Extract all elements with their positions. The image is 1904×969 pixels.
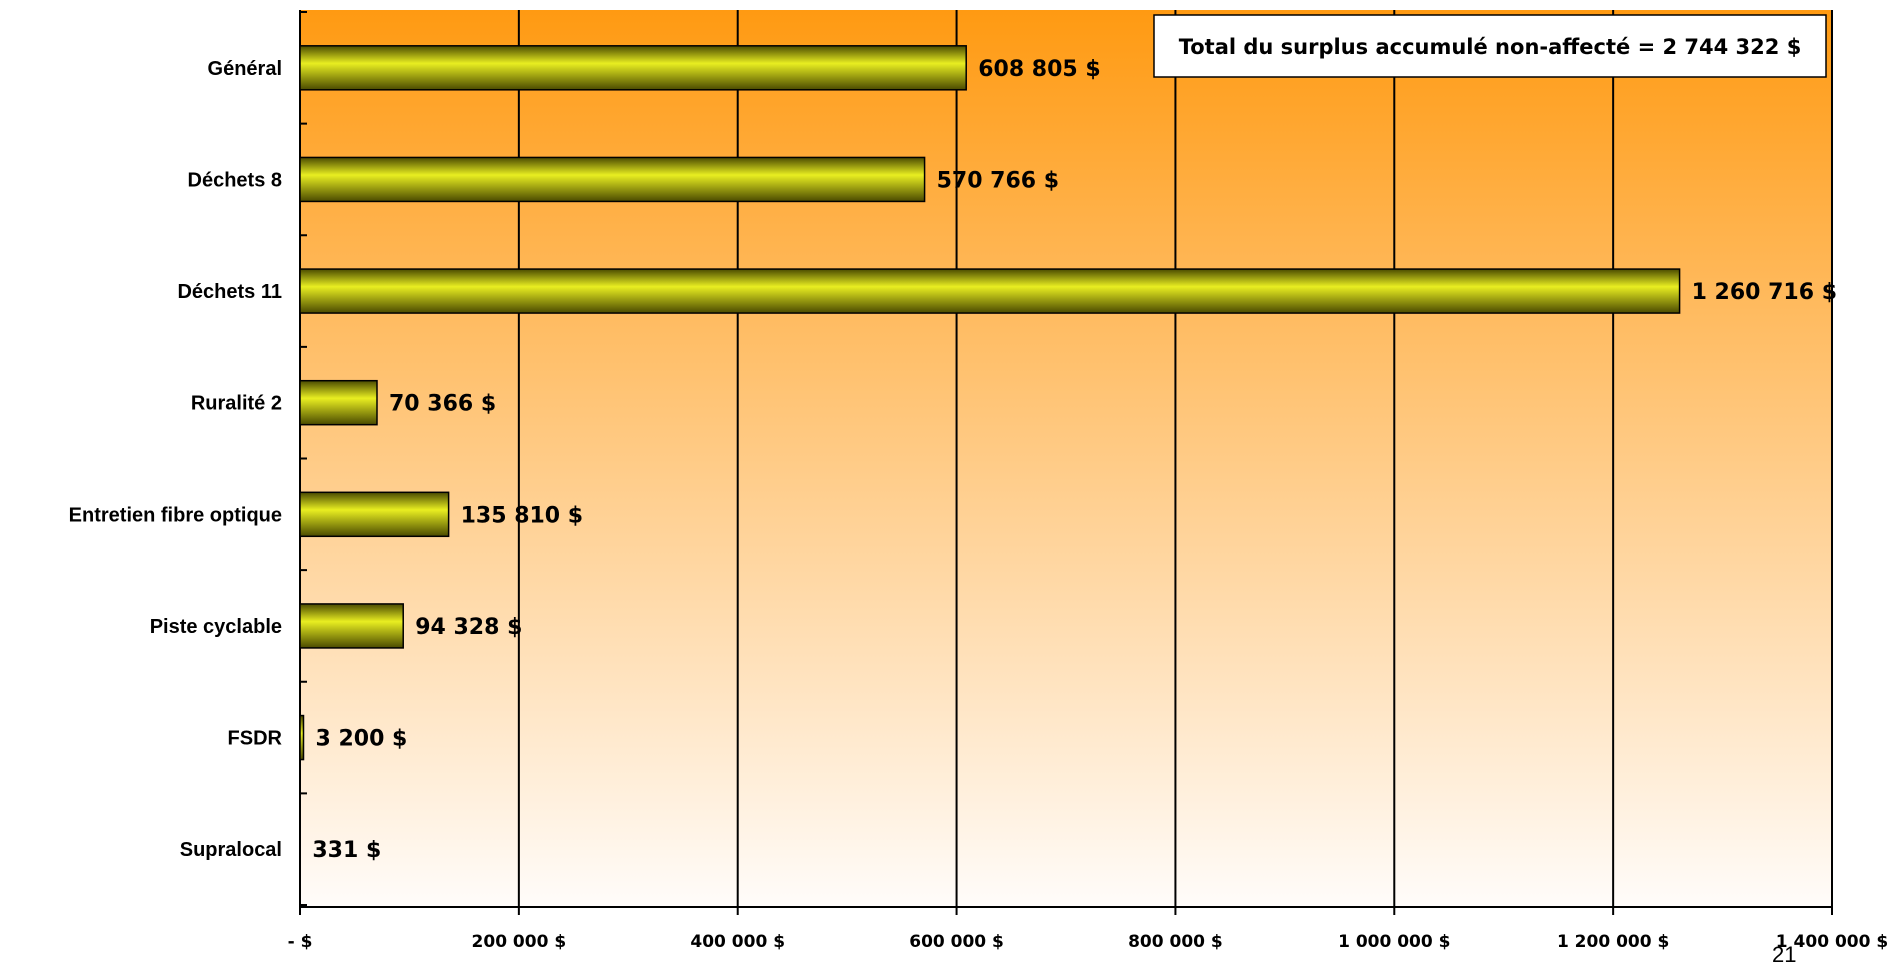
- data-label: 3 200 $: [316, 727, 408, 752]
- total-annotation-frame: [1153, 14, 1827, 78]
- x-tick-label: 400 000 $: [690, 932, 785, 952]
- bar: [299, 45, 967, 91]
- data-label: 70 366 $: [389, 392, 496, 417]
- category-label: Supralocal: [180, 839, 282, 861]
- data-label: 1 260 716 $: [1692, 280, 1837, 305]
- bars: [299, 45, 1681, 761]
- x-tick-label: - $: [288, 932, 313, 952]
- page-number: 21: [1772, 942, 1796, 967]
- bar: [299, 714, 305, 761]
- category-label: Général: [208, 58, 282, 80]
- x-tick-label: 600 000 $: [909, 932, 1004, 952]
- category-label: Piste cyclable: [150, 616, 282, 638]
- data-label: 331 $: [312, 838, 381, 863]
- data-label: 94 328 $: [415, 615, 522, 640]
- bar: [299, 603, 404, 649]
- bar: [299, 491, 450, 538]
- x-tick-label: 800 000 $: [1128, 932, 1223, 952]
- data-label: 135 810 $: [461, 503, 583, 528]
- data-label: 608 805 $: [978, 57, 1100, 82]
- bar: [299, 156, 926, 203]
- category-label: Déchets 11: [177, 281, 282, 303]
- category-label: Déchets 8: [188, 169, 283, 191]
- labels: Général 608 805 $ Déchets 8 570 766 $ Déchet…: [69, 57, 1889, 952]
- bar: [299, 268, 1681, 314]
- x-tick-label: 1 200 000 $: [1557, 932, 1669, 952]
- plot-area: [300, 10, 1832, 907]
- bar: [299, 379, 378, 426]
- category-label: FSDR: [228, 728, 283, 750]
- data-label: 570 766 $: [937, 168, 1059, 193]
- category-label: Ruralité 2: [191, 393, 282, 415]
- x-tick-label: 1 000 000 $: [1338, 932, 1450, 952]
- total-annotation-box: Total du surplus accumulé non-affecté = …: [1153, 14, 1827, 78]
- total-annotation: Total du surplus accumulé non-affecté = …: [1179, 35, 1802, 59]
- x-tick-label: 1 400 000 $: [1776, 932, 1888, 952]
- category-label: Entretien fibre optique: [69, 504, 282, 526]
- x-tick-label: 200 000 $: [472, 932, 567, 952]
